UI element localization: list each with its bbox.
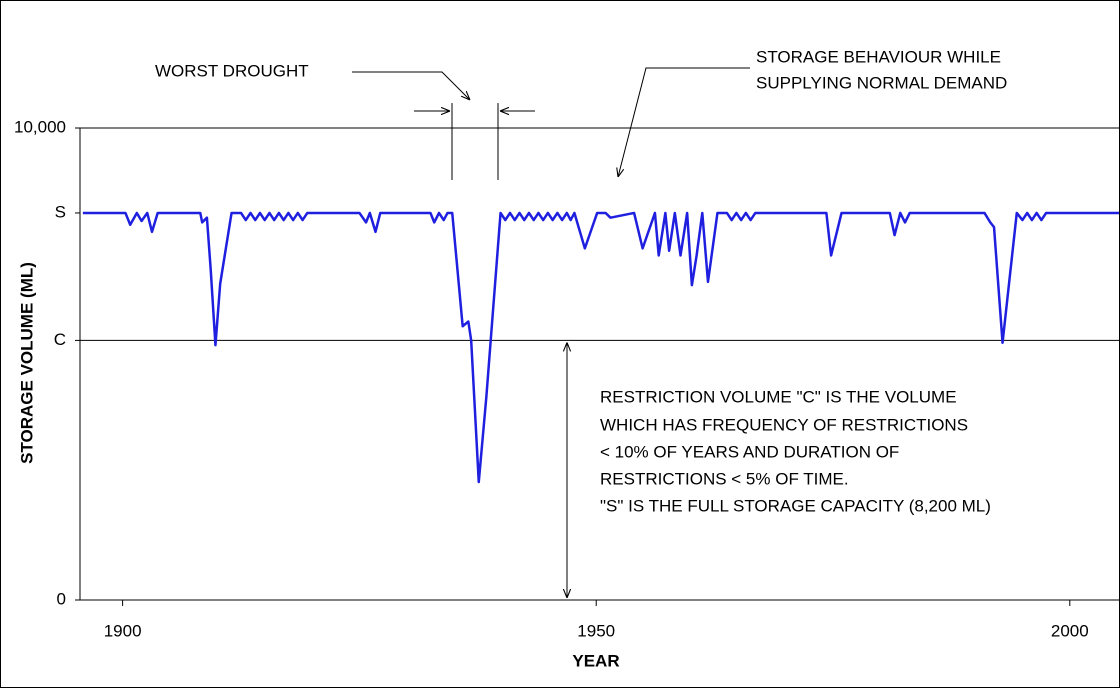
x-tick-label: 1950 xyxy=(577,621,615,640)
annotation: WORST DROUGHT xyxy=(155,61,309,80)
leader xyxy=(618,67,750,177)
x-axis-label: YEAR xyxy=(572,651,619,670)
x-tick-label: 2000 xyxy=(1051,621,1089,640)
annotation: "S" IS THE FULL STORAGE CAPACITY (8,200 … xyxy=(600,496,991,515)
x-tick-label: 1900 xyxy=(104,621,142,640)
annotation: WHICH HAS FREQUENCY OF RESTRICTIONS xyxy=(600,415,968,434)
annotation: STORAGE BEHAVIOUR WHILE xyxy=(756,47,1001,66)
annotation: < 10% OF YEARS AND DURATION OF xyxy=(600,442,899,461)
y-tick-label: S xyxy=(55,202,66,221)
annotations: WORST DROUGHT STORAGE BEHAVIOUR WHILE SU… xyxy=(155,47,1007,515)
y-tick-label: 0 xyxy=(57,589,66,608)
annotation: RESTRICTION VOLUME "C" IS THE VOLUME xyxy=(600,387,957,406)
annotation: RESTRICTIONS < 5% OF TIME. xyxy=(600,469,849,488)
annotation: SUPPLYING NORMAL DEMAND xyxy=(756,73,1007,92)
leader xyxy=(352,71,470,100)
y-axis-label: STORAGE VOLUME (ML) xyxy=(17,262,36,464)
storage-line xyxy=(82,211,1120,484)
y-tick-label: C xyxy=(54,330,66,349)
y-tick-label: 10,000 xyxy=(14,117,66,136)
